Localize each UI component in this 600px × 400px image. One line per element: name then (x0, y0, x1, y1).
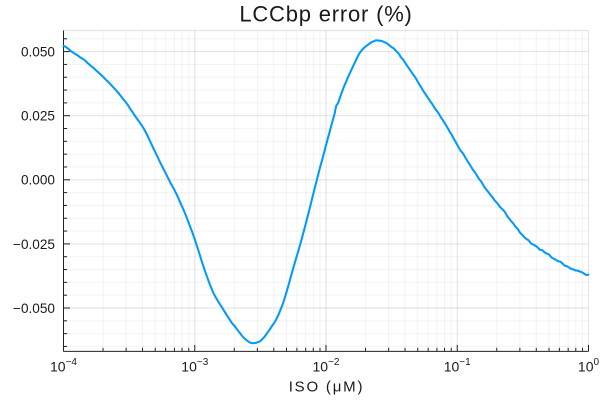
svg-text:−0.050: −0.050 (13, 301, 55, 316)
svg-text:0.050: 0.050 (21, 45, 55, 60)
svg-text:0.025: 0.025 (21, 109, 55, 124)
svg-text:ISO (μM): ISO (μM) (289, 378, 365, 395)
svg-text:0.000: 0.000 (21, 173, 55, 188)
svg-text:−0.025: −0.025 (13, 237, 55, 252)
svg-text:LCCbp error (%): LCCbp error (%) (239, 1, 412, 26)
